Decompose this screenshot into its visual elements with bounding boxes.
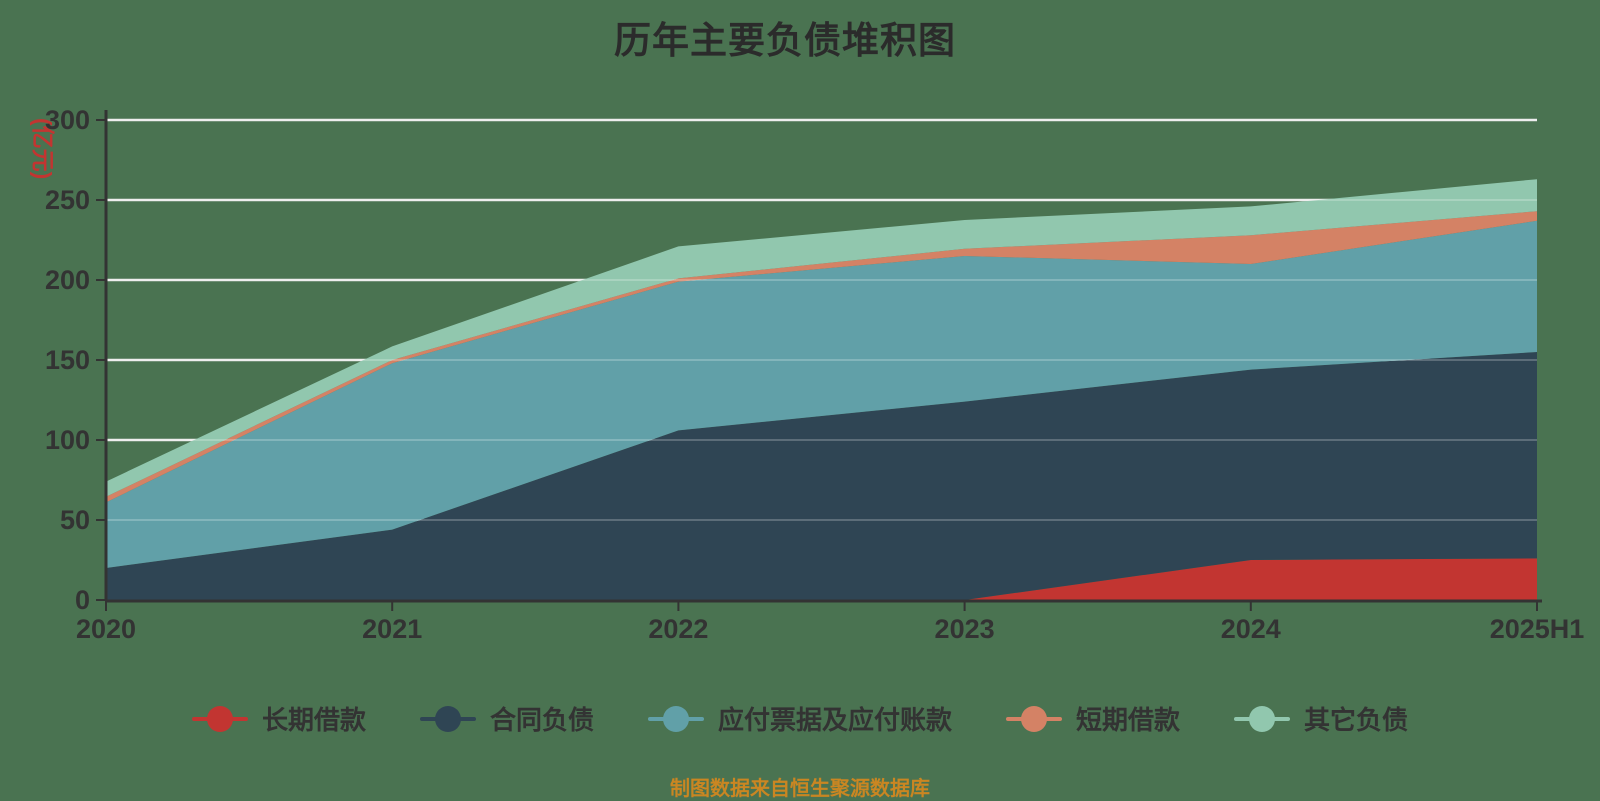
y-tick-label-100: 100 xyxy=(45,425,90,455)
x-tick-label-2020: 2020 xyxy=(76,614,136,644)
legend-label: 应付票据及应付账款 xyxy=(717,705,952,735)
y-tick-label-250: 250 xyxy=(45,185,90,215)
legend-marker-icon xyxy=(1006,705,1062,732)
legend-item-hetongfuzhai[interactable]: 合同负债 xyxy=(419,700,594,737)
legend-label: 合同负债 xyxy=(489,705,594,735)
legend-item-qitafuzhai[interactable]: 其它负债 xyxy=(1234,700,1408,737)
y-tick-label-0: 0 xyxy=(75,585,90,615)
legend-item-duanqijiekuan[interactable]: 短期借款 xyxy=(1006,700,1180,737)
y-tick-label-50: 50 xyxy=(60,505,90,535)
x-tick-label-2021: 2021 xyxy=(362,614,422,644)
area-series-3[interactable] xyxy=(106,211,1537,503)
chart-title: 历年主要负债堆积图 xyxy=(614,20,956,61)
y-tick-label-300: 300 xyxy=(45,105,90,135)
x-tick-label-2025H1: 2025H1 xyxy=(1490,614,1585,644)
legend-marker-icon xyxy=(191,705,248,732)
area-series-4[interactable] xyxy=(106,179,1537,497)
legend-label: 短期借款 xyxy=(1076,705,1181,735)
legend-marker-icon xyxy=(1234,705,1291,732)
y-tick-label-150: 150 xyxy=(45,345,90,375)
x-tick-label-2023: 2023 xyxy=(935,614,995,644)
legend-label: 其它负债 xyxy=(1304,705,1409,735)
legend-item-changqijiekuan[interactable]: 长期借款 xyxy=(191,700,366,737)
x-tick-label-2024: 2024 xyxy=(1221,614,1281,644)
legend: 长期借款 合同负债 应付票据及应付账款 短期借款 其它负债 xyxy=(0,700,1600,737)
x-tick-label-2022: 2022 xyxy=(648,614,708,644)
legend-item-yingfupiaoju[interactable]: 应付票据及应付账款 xyxy=(647,700,952,737)
data-source-note: 制图数据来自恒生聚源数据库 xyxy=(670,778,930,800)
y-tick-label-200: 200 xyxy=(45,265,90,295)
area-series-0[interactable] xyxy=(106,558,1537,600)
area-series-1[interactable] xyxy=(106,352,1537,600)
legend-marker-icon xyxy=(419,705,476,732)
legend-label: 长期借款 xyxy=(261,705,366,735)
legend-marker-icon xyxy=(647,705,704,732)
area-series-2[interactable] xyxy=(106,220,1537,569)
